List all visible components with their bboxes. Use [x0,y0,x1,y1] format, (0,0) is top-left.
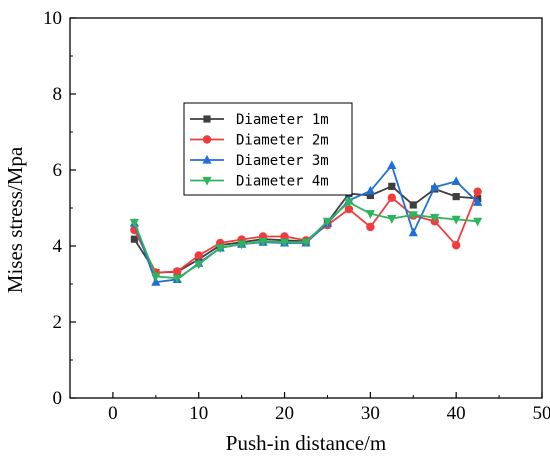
data-point-marker [387,160,397,170]
y-tick-label: 8 [53,84,63,105]
data-point-marker [130,235,138,243]
data-point-marker [451,176,461,185]
data-point-marker [344,198,354,208]
data-point-marker [366,222,375,232]
data-point-marker [151,272,161,282]
legend-label: Diameter 2m [236,133,329,149]
data-point-marker [409,201,417,209]
series-1 [130,182,482,277]
x-tick-label: 10 [189,403,208,424]
legend: Diameter 1m Diameter 2m Diameter 3m Diamete… [183,102,353,196]
data-point-marker [194,260,204,270]
legend-label: Diameter 3m [236,153,329,169]
data-point-marker [203,115,211,123]
data-point-marker [194,251,203,260]
series-layer [129,160,483,286]
data-point-marker [408,211,418,220]
data-point-marker [365,210,375,219]
data-point-marker [451,241,461,250]
data-point-marker [387,193,397,202]
data-point-marker [388,182,396,190]
x-axis-title: Push-in distance/m [226,431,386,455]
data-point-marker [202,135,212,144]
data-point-marker [430,213,440,223]
x-tick-label: 0 [108,403,118,424]
data-point-marker [452,193,460,201]
data-point-marker [279,238,290,248]
y-tick-label: 4 [53,236,63,257]
data-point-marker [215,244,225,253]
y-axis-title: Mises stress/Mpa [3,146,27,293]
data-point-marker [408,227,418,237]
data-point-marker [473,197,483,206]
data-point-marker [451,215,461,225]
data-point-marker [473,217,483,227]
data-point-marker [366,191,374,200]
x-tick-label: 50 [533,403,550,424]
data-point-marker [344,204,354,214]
data-point-marker [172,274,182,284]
y-tick-label: 0 [53,388,63,409]
data-point-marker [301,238,311,248]
legend-label: Diameter 4m [236,174,329,190]
data-point-marker [258,237,268,247]
data-point-marker [173,267,182,276]
x-tick-label: 30 [361,403,380,424]
ticks-layer: 0 10 20 30 40 50 0 2 4 6 8 10 [43,8,550,424]
y-tick-label: 6 [53,160,63,181]
data-point-marker [430,182,440,191]
legend-item: Diameter 2m [190,133,329,149]
data-point-marker [237,240,247,250]
data-point-marker [365,185,375,195]
data-point-marker [202,176,212,186]
legend-item: Diameter 1m [190,112,329,128]
data-point-marker [473,187,482,196]
y-tick-label: 2 [53,312,63,333]
data-point-marker [322,217,333,227]
legend-item: Diameter 4m [190,174,329,190]
series-4 [129,198,483,284]
series-line [133,185,478,274]
legend-label: Diameter 1m [236,112,329,128]
x-tick-label: 20 [275,403,294,424]
legend-item: Diameter 3m [190,153,329,169]
x-tick-label: 40 [447,403,466,424]
y-tick-label: 10 [43,8,62,29]
data-point-marker [387,215,397,224]
data-point-marker [202,154,212,164]
data-point-marker [129,218,139,228]
